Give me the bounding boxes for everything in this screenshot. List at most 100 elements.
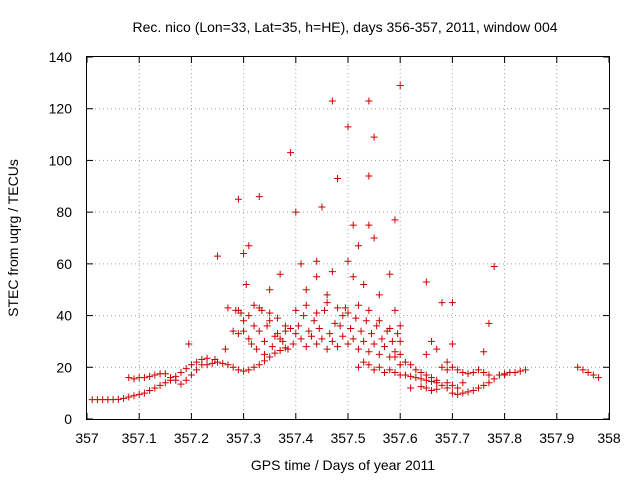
data-point — [459, 368, 467, 376]
data-point — [464, 388, 472, 396]
data-point — [365, 361, 373, 369]
data-point — [347, 325, 355, 332]
data-point — [391, 353, 399, 361]
data-point — [276, 346, 284, 354]
data-point — [203, 354, 211, 362]
data-point — [125, 393, 133, 401]
data-point — [469, 368, 477, 376]
grid-layer — [87, 57, 609, 419]
data-point — [255, 361, 263, 369]
data-point — [271, 349, 279, 357]
data-point — [297, 260, 305, 268]
plot-frame — [86, 56, 610, 420]
x-tick-label: 357.9 — [539, 430, 574, 446]
x-tick-label: 358 — [597, 430, 621, 446]
data-point — [318, 335, 326, 343]
data-point — [386, 270, 394, 278]
data-point — [250, 322, 258, 330]
data-point — [323, 299, 331, 307]
data-point — [341, 304, 349, 312]
data-point — [367, 330, 375, 338]
data-point — [187, 371, 195, 379]
data-point — [584, 368, 592, 376]
data-point — [146, 372, 154, 380]
data-point — [448, 299, 456, 307]
data-point — [313, 340, 321, 348]
data-point — [302, 301, 310, 309]
data-point — [260, 350, 268, 358]
data-point — [381, 368, 389, 376]
data-point — [240, 250, 248, 258]
data-point — [224, 361, 232, 369]
data-point — [313, 257, 321, 265]
data-point — [130, 392, 138, 400]
data-point — [396, 322, 404, 330]
data-point — [407, 361, 415, 369]
data-point — [250, 363, 258, 371]
data-point — [167, 374, 175, 382]
data-point — [253, 345, 261, 353]
data-point — [211, 356, 219, 364]
data-point — [417, 375, 425, 383]
data-point — [417, 368, 425, 376]
data-point — [336, 322, 344, 330]
data-point — [448, 381, 456, 389]
data-point — [247, 340, 255, 348]
data-point — [328, 268, 336, 276]
x-tick-label: 357.4 — [278, 430, 313, 446]
data-point — [266, 286, 274, 294]
data-point — [339, 312, 347, 320]
data-point — [438, 299, 446, 307]
data-point — [140, 389, 148, 397]
data-point — [349, 221, 357, 229]
data-point — [428, 337, 436, 345]
data-point — [224, 304, 232, 312]
data-point — [401, 371, 409, 379]
data-point — [229, 327, 237, 335]
data-point — [334, 175, 342, 183]
x-tick-label: 357.5 — [330, 430, 365, 446]
data-point — [349, 335, 357, 343]
data-point — [294, 322, 302, 330]
data-point — [454, 384, 462, 392]
data-point — [354, 301, 362, 309]
x-axis-label: GPS time / Days of year 2011 — [251, 457, 435, 473]
x-tick-label: 357 — [75, 430, 99, 446]
data-point — [485, 319, 493, 327]
data-point — [177, 380, 185, 388]
data-point — [354, 345, 362, 353]
data-point — [433, 376, 441, 384]
data-point — [365, 306, 373, 314]
x-tick-label: 357.8 — [487, 430, 522, 446]
data-point — [360, 358, 368, 366]
data-point — [396, 337, 404, 345]
data-point — [172, 376, 180, 384]
data-point — [422, 384, 430, 392]
data-point — [300, 312, 308, 320]
data-point — [313, 273, 321, 281]
data-point — [328, 337, 336, 345]
data-point — [305, 327, 313, 335]
data-point — [422, 350, 430, 358]
data-point — [521, 366, 529, 374]
axis-ticks — [86, 56, 610, 420]
data-point — [381, 343, 389, 351]
y-tick-label: 120 — [49, 101, 73, 117]
y-tick-label: 20 — [56, 359, 72, 375]
data-point — [234, 330, 242, 338]
data-point — [208, 359, 216, 367]
data-point — [490, 262, 498, 270]
data-points — [88, 81, 603, 404]
data-point — [579, 366, 587, 374]
data-point — [240, 317, 248, 325]
data-point — [161, 370, 169, 378]
data-point — [326, 330, 334, 338]
data-point — [365, 221, 373, 229]
data-point — [391, 216, 399, 224]
data-point — [396, 81, 404, 89]
x-tick-label: 357.6 — [383, 430, 418, 446]
data-point — [229, 363, 237, 371]
data-point — [297, 335, 305, 343]
data-point — [260, 357, 268, 365]
